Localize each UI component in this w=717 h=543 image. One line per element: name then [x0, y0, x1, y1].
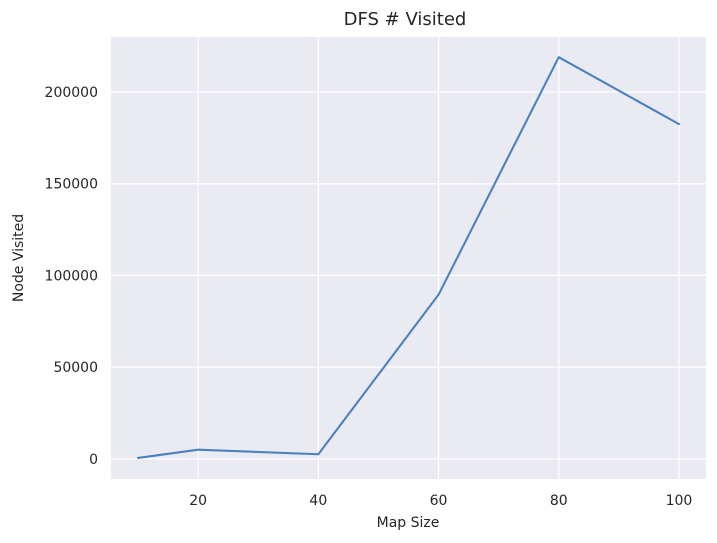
- grid-layer: [111, 37, 706, 479]
- y-axis-label: Node Visited: [11, 214, 27, 302]
- x-tick-label: 20: [189, 493, 207, 509]
- x-tick-label: 100: [666, 493, 693, 509]
- y-tick-label: 50000: [53, 360, 98, 376]
- y-tick-label: 200000: [45, 85, 98, 101]
- x-tick-label: 40: [309, 493, 327, 509]
- y-tick-label: 150000: [45, 177, 98, 193]
- x-axis-label: Map Size: [377, 515, 440, 531]
- x-tick-label: 80: [550, 493, 568, 509]
- y-tick-label: 100000: [45, 268, 98, 284]
- chart-title: DFS # Visited: [344, 9, 467, 30]
- ticks-layer: 20 40 60 80 100 0 50000 100000 150000 200000: [45, 85, 693, 509]
- x-tick-label: 60: [430, 493, 448, 509]
- series-line: [136, 56, 681, 459]
- plot-background: [111, 37, 706, 479]
- y-tick-label: 0: [89, 452, 98, 468]
- series-layer: [136, 56, 681, 459]
